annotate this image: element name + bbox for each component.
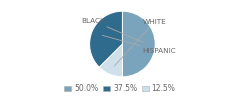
Wedge shape: [99, 44, 122, 77]
Wedge shape: [90, 11, 122, 67]
Text: HISPANIC: HISPANIC: [102, 35, 176, 54]
Wedge shape: [122, 11, 155, 77]
Text: BLACK: BLACK: [82, 18, 144, 43]
Legend: 50.0%, 37.5%, 12.5%: 50.0%, 37.5%, 12.5%: [61, 81, 179, 96]
Text: WHITE: WHITE: [114, 19, 167, 66]
